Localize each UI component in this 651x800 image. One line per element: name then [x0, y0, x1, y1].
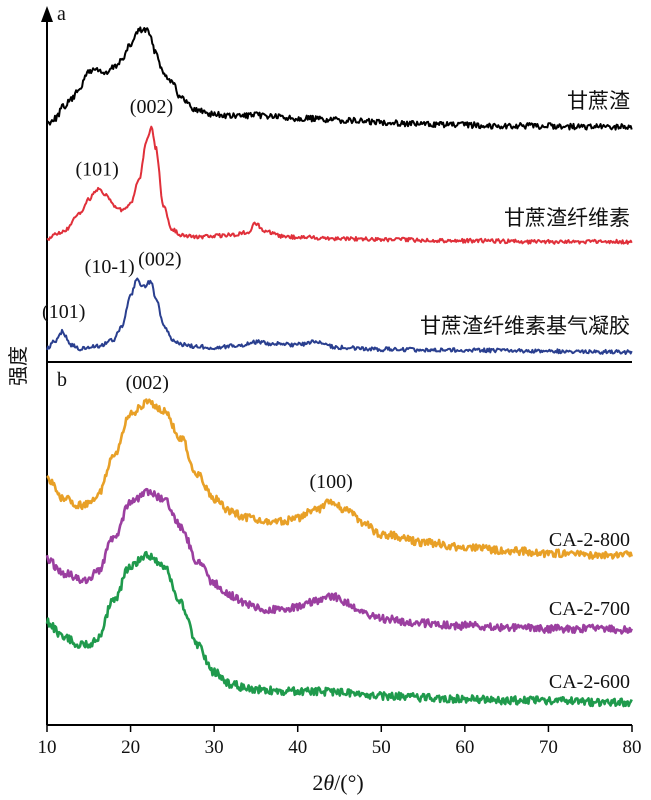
x-tick-label: 40 — [288, 737, 307, 758]
x-tick-label: 80 — [623, 737, 642, 758]
peak-label: (101) — [75, 159, 118, 181]
series-line-1-2 — [45, 550, 633, 708]
peak-label: (002) — [138, 248, 181, 270]
series-line-1-1 — [45, 487, 633, 635]
x-tick-label: 70 — [539, 737, 558, 758]
panel-label-b: b — [57, 369, 67, 391]
series-line-0-0 — [46, 26, 633, 131]
x-tick-label: 30 — [205, 737, 224, 758]
series-name-label: CA-2-700 — [549, 598, 630, 620]
x-tick-label: 20 — [121, 737, 140, 758]
x-tick-label: 50 — [372, 737, 391, 758]
peak-label: (10-1) — [85, 256, 135, 278]
series-line-0-1 — [46, 125, 633, 245]
peak-label: (002) — [126, 372, 169, 394]
x-tick-label: 60 — [455, 737, 474, 758]
panel-label-a: a — [57, 3, 66, 25]
x-axis-title-suffix: /(°) — [334, 770, 364, 795]
y-axis-title: 强度 — [6, 346, 30, 386]
series-group — [45, 26, 633, 708]
y-axis-arrow — [41, 6, 53, 22]
x-tick-label: 10 — [38, 737, 57, 758]
series-line-1-0 — [46, 398, 633, 560]
x-axis-title-prefix: 2 — [312, 770, 323, 795]
series-name-label: CA-2-600 — [549, 671, 630, 693]
series-name-label: 甘蔗渣纤维素 — [504, 206, 630, 230]
series-name-label: 甘蔗渣纤维素基气凝胶 — [420, 314, 630, 338]
peak-label: (100) — [309, 471, 352, 493]
peak-label: (101) — [42, 301, 85, 323]
series-name-label: 甘蔗渣 — [567, 89, 630, 113]
peak-label: (002) — [130, 96, 173, 118]
x-axis-title-var: θ — [323, 770, 334, 795]
series-name-label: CA-2-800 — [549, 529, 630, 551]
series-line-0-2 — [46, 277, 633, 355]
x-tick-group: 10 20 30 40 50 60 70 80 — [38, 725, 642, 758]
x-axis-title: 2θ/(°) — [312, 770, 363, 795]
